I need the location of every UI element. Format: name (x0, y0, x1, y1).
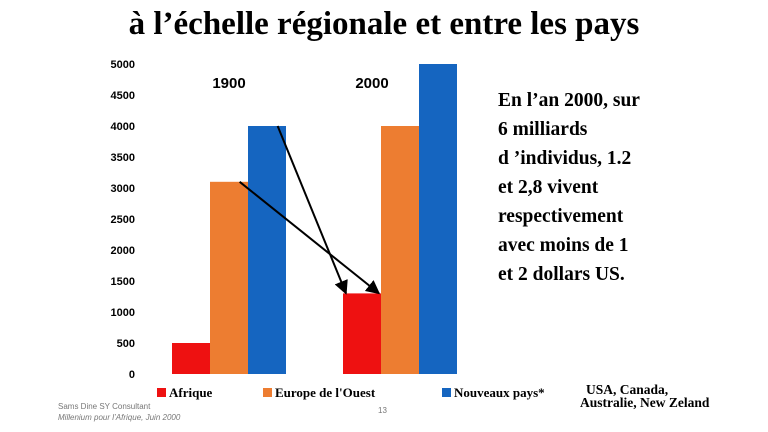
arrows (239, 125, 381, 295)
category-label: 1900 (212, 75, 245, 92)
side-text: En l’an 2000, sur 6 milliards d ’individus… (498, 86, 698, 289)
bar (343, 293, 381, 374)
y-tick-label: 0 (129, 369, 135, 381)
y-tick-label: 1000 (111, 307, 135, 319)
legend-label: Europe de l'Ouest (275, 385, 376, 400)
y-tick-label: 1500 (111, 276, 135, 288)
bar (172, 343, 210, 374)
category-labels: 1900 2000 (212, 75, 388, 92)
y-axis: 0 500 1000 1500 2000 2500 3000 3500 4000 4500 5000 (111, 59, 135, 381)
page-number: 13 (378, 406, 387, 415)
footer-author: Sams Dine SY Consultant (58, 402, 151, 411)
legend-label: Nouveaux pays* (454, 385, 545, 400)
bar (419, 64, 457, 374)
side-text-line: et 2,8 vivent (498, 177, 599, 198)
y-tick-label: 2000 (111, 245, 135, 257)
y-tick-label: 2500 (111, 214, 135, 226)
y-tick-label: 3500 (111, 152, 135, 164)
legend-swatch (157, 388, 166, 397)
bar (381, 126, 419, 374)
y-tick-label: 500 (117, 338, 135, 350)
side-text-line: d ’individus, 1.2 (498, 148, 632, 169)
y-tick-label: 4000 (111, 121, 135, 133)
category-label: 2000 (355, 75, 388, 92)
side-text-line: En l’an 2000, sur (498, 90, 640, 111)
legend-swatch (263, 388, 272, 397)
side-text-line: 6 milliards (498, 119, 588, 140)
note-line-2: Australie, New Zeland (580, 395, 710, 410)
side-text-line: et 2 dollars US. (498, 264, 625, 285)
side-text-line: respectivement (498, 206, 624, 227)
y-tick-label: 5000 (111, 59, 135, 71)
side-text-line: avec moins de 1 (498, 235, 629, 256)
arrow (239, 181, 381, 295)
bar (210, 181, 248, 374)
footer-source: Millenium pour l’Afrique, Juin 2000 (58, 413, 181, 422)
slide-title: à l’échelle régionale et entre les pays (128, 6, 640, 42)
y-tick-label: 4500 (111, 90, 135, 102)
y-tick-label: 3000 (111, 183, 135, 195)
new-countries-note: USA, Canada, Australie, New Zeland (580, 382, 710, 410)
arrow (276, 125, 348, 295)
bar (248, 126, 286, 374)
footer: Sams Dine SY Consultant Millenium pour l… (58, 401, 180, 423)
legend-swatch (442, 388, 451, 397)
bars (172, 64, 457, 374)
legend-label: Afrique (169, 385, 213, 400)
legend: Afrique Europe de l'Ouest Nouveaux pays* (157, 385, 545, 400)
note-line-1: USA, Canada, (586, 382, 669, 397)
